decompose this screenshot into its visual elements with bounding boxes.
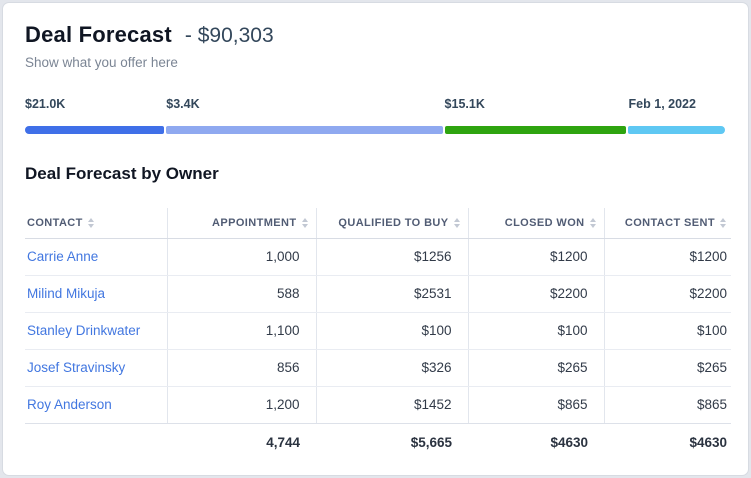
value-cell: $2200 xyxy=(467,275,604,313)
value-cell: $100 xyxy=(315,312,468,350)
bar-segment-label-15-1k: $15.1K xyxy=(444,97,485,111)
sort-up-arrow-icon xyxy=(453,217,460,222)
report-title: Deal Forecast xyxy=(25,22,172,47)
column-header-label: APPOINTMENT xyxy=(212,216,297,229)
sort-down-arrow-icon xyxy=(720,223,726,228)
contact-cell: Milind Mikuja xyxy=(25,275,167,313)
value-cell: 1,100 xyxy=(166,312,316,350)
totals-value-cell: $5,665 xyxy=(410,434,452,450)
value-cell: 1,200 xyxy=(166,386,316,424)
sort-down-arrow-icon xyxy=(453,223,460,228)
bar-segment-label-3-4k: $3.4K xyxy=(166,97,200,111)
value-cell: $1452 xyxy=(315,386,468,424)
sort-up-arrow-icon xyxy=(87,217,94,222)
column-header-label: CLOSED WON xyxy=(504,216,585,229)
column-header-appointment[interactable]: APPOINTMENT xyxy=(166,208,316,239)
table-row-roy-anderson: Roy Anderson 1,200 $1452 $865 $865 xyxy=(25,386,731,424)
contact-link[interactable]: Roy Anderson xyxy=(27,397,112,412)
column-header-contact[interactable]: CONTACT xyxy=(25,208,167,239)
contact-link[interactable]: Carrie Anne xyxy=(27,249,99,264)
table-row-stanley-drinkwater: Stanley Drinkwater 1,100 $100 $100 $100 xyxy=(25,312,731,350)
sort-down-arrow-icon xyxy=(301,223,308,228)
report-subtitle: Show what you offer here xyxy=(25,55,178,70)
bar-segment-1[interactable] xyxy=(25,126,165,134)
value-cell: $265 xyxy=(603,349,731,387)
sort-icon[interactable] xyxy=(453,217,460,228)
value-cell: $1200 xyxy=(603,238,731,276)
value-cell: $2200 xyxy=(603,275,731,313)
value-cell: $100 xyxy=(467,312,604,350)
value-cell: 1,000 xyxy=(166,238,316,276)
column-header-label: CONTACT xyxy=(27,216,83,229)
contact-cell: Josef Stravinsky xyxy=(25,349,167,387)
page-title: Deal Forecast - $90,303 xyxy=(25,21,726,50)
totals-empty-cell xyxy=(25,423,167,461)
sort-icon[interactable] xyxy=(720,217,726,228)
bar-segment-label-feb-1-2022: Feb 1, 2022 xyxy=(628,97,696,111)
value-cell: $1200 xyxy=(467,238,604,276)
table-title: Deal Forecast by Owner xyxy=(25,164,219,183)
value-cell: $2531 xyxy=(315,275,468,313)
column-header-closed-won[interactable]: CLOSED WON xyxy=(467,208,604,239)
bar-segment-2[interactable] xyxy=(166,126,443,134)
table-row-josef-stravinsky: Josef Stravinsky 856 $326 $265 $265 xyxy=(25,349,731,387)
forecast-total-amount: - $90,303 xyxy=(184,24,274,47)
value-cell: 588 xyxy=(166,275,316,313)
totals-value-cell: $4630 xyxy=(689,434,727,450)
table-header-row: CONTACT APPOINTMENT QUALIFIED TO BUY CLOSED… xyxy=(25,208,731,239)
value-cell: $1256 xyxy=(315,238,468,276)
value-cell: $326 xyxy=(315,349,468,387)
bar-segment-3[interactable] xyxy=(444,126,626,134)
value-cell: $100 xyxy=(603,312,731,350)
contact-cell: Carrie Anne xyxy=(25,238,167,276)
contact-link[interactable]: Milind Mikuja xyxy=(27,286,106,301)
table-row-milind-mikuja: Milind Mikuja 588 $2531 $2200 $2200 xyxy=(25,275,731,313)
sort-up-arrow-icon xyxy=(589,217,596,222)
sort-down-arrow-icon xyxy=(87,223,94,228)
value-cell: $265 xyxy=(467,349,604,387)
value-cell: $865 xyxy=(603,386,731,424)
column-header-contact-sent[interactable]: CONTACT SENT xyxy=(603,208,731,239)
sort-up-arrow-icon xyxy=(301,217,308,222)
value-cell: 856 xyxy=(166,349,316,387)
table-totals-row: 4,744 $5,665 $4630 $4630 xyxy=(25,423,731,461)
sort-down-arrow-icon xyxy=(589,223,596,228)
contact-link[interactable]: Stanley Drinkwater xyxy=(27,323,141,338)
forecast-bar-labels: $21.0K $3.4K $15.1K Feb 1, 2022 xyxy=(25,97,726,113)
column-header-qualified-to-buy[interactable]: QUALIFIED TO BUY xyxy=(315,208,468,239)
bar-segment-4[interactable] xyxy=(627,126,725,134)
bar-segment-label-21-0k: $21.0K xyxy=(25,97,66,111)
sort-icon[interactable] xyxy=(87,217,94,228)
totals-value-cell: 4,744 xyxy=(266,434,300,450)
contact-link[interactable]: Josef Stravinsky xyxy=(27,360,126,375)
value-cell: $865 xyxy=(467,386,604,424)
column-header-label: CONTACT SENT xyxy=(624,216,715,229)
sort-up-arrow-icon xyxy=(720,217,726,222)
table-row-carrie-anne: Carrie Anne 1,000 $1256 $1200 $1200 xyxy=(25,238,731,276)
sort-icon[interactable] xyxy=(589,217,596,228)
totals-value-cell: $4630 xyxy=(550,434,588,450)
deal-forecast-table: CONTACT APPOINTMENT QUALIFIED TO BUY CLOSED… xyxy=(25,208,731,461)
sort-icon[interactable] xyxy=(301,217,308,228)
column-header-label: QUALIFIED TO BUY xyxy=(338,216,449,229)
forecast-progress-bar xyxy=(25,126,726,134)
contact-cell: Roy Anderson xyxy=(25,386,167,424)
contact-cell: Stanley Drinkwater xyxy=(25,312,167,350)
